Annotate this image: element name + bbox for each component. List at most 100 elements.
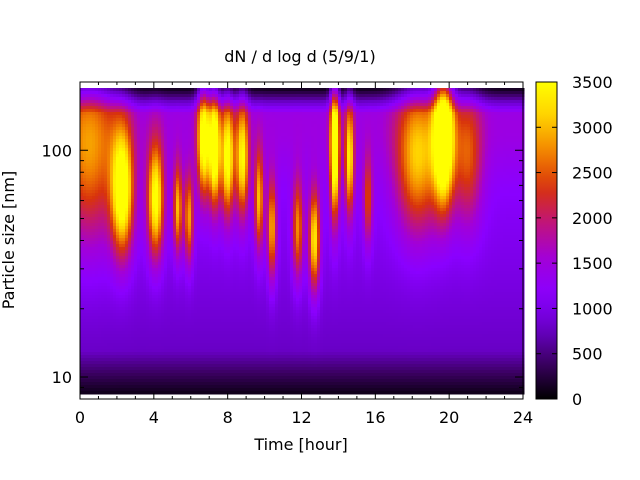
heatmap-cell — [110, 343, 114, 347]
heatmap-cell — [191, 379, 195, 383]
heatmap-cell — [224, 355, 228, 359]
heatmap-cell — [83, 142, 87, 146]
heatmap-cell — [149, 223, 153, 227]
heatmap-cell — [89, 160, 93, 164]
heatmap-cell — [149, 343, 153, 347]
heatmap-cell — [179, 172, 183, 176]
heatmap-cell — [206, 196, 210, 200]
heatmap-cell — [98, 196, 102, 200]
heatmap-cell — [140, 292, 144, 296]
heatmap-cell — [125, 334, 129, 338]
heatmap-cell — [89, 223, 93, 227]
heatmap-cell — [218, 382, 222, 386]
heatmap-cell — [158, 106, 162, 110]
heatmap-cell — [119, 328, 123, 332]
heatmap-cell — [212, 373, 216, 377]
heatmap-cell — [110, 220, 114, 224]
heatmap-cell — [215, 328, 219, 332]
heatmap-cell — [116, 205, 120, 209]
heatmap-cell — [182, 352, 186, 356]
heatmap-cell — [161, 148, 165, 152]
heatmap-cell — [131, 238, 135, 242]
heatmap-cell — [131, 220, 135, 224]
heatmap-cell — [167, 151, 171, 155]
heatmap-cell — [152, 115, 156, 119]
heatmap-cell — [80, 331, 84, 335]
heatmap-cell — [137, 373, 141, 377]
heatmap-cell — [143, 163, 147, 167]
heatmap-cell — [98, 331, 102, 335]
heatmap-cell — [125, 154, 129, 158]
heatmap-cell — [128, 358, 132, 362]
heatmap-cell — [209, 289, 213, 293]
heatmap-cell — [140, 133, 144, 137]
heatmap-cell — [182, 364, 186, 368]
heatmap-cell — [203, 127, 207, 131]
heatmap-cell — [125, 121, 129, 125]
heatmap-cell — [101, 97, 105, 101]
heatmap-cell — [158, 220, 162, 224]
heatmap-cell — [185, 97, 189, 101]
heatmap-cell — [182, 157, 186, 161]
heatmap-cell — [122, 304, 126, 308]
heatmap-cell — [197, 136, 201, 140]
heatmap-cell — [197, 346, 201, 350]
heatmap-cell — [122, 301, 126, 305]
heatmap-cell — [185, 205, 189, 209]
heatmap-cell — [221, 361, 225, 365]
heatmap-cell — [185, 367, 189, 371]
heatmap-cell — [95, 118, 99, 122]
heatmap-cell — [155, 184, 159, 188]
heatmap-cell — [143, 391, 147, 395]
heatmap-cell — [179, 112, 183, 116]
heatmap-cell — [83, 241, 87, 245]
heatmap-cell — [143, 325, 147, 329]
heatmap-cell — [128, 346, 132, 350]
heatmap-cell — [203, 148, 207, 152]
heatmap-cell — [206, 154, 210, 158]
heatmap-cell — [191, 349, 195, 353]
heatmap-cell — [155, 106, 159, 110]
heatmap-cell — [137, 157, 141, 161]
heatmap-cell — [191, 124, 195, 128]
heatmap-cell — [218, 214, 222, 218]
heatmap-cell — [149, 112, 153, 116]
heatmap-cell — [218, 286, 222, 290]
heatmap-cell — [176, 268, 180, 272]
heatmap-cell — [194, 160, 198, 164]
heatmap-cell — [161, 217, 165, 221]
heatmap-cell — [122, 337, 126, 341]
heatmap-cell — [173, 136, 177, 140]
heatmap-cell — [209, 352, 213, 356]
heatmap-cell — [167, 301, 171, 305]
heatmap-cell — [209, 349, 213, 353]
heatmap-cell — [113, 184, 117, 188]
heatmap-cell — [161, 253, 165, 257]
heatmap-cell — [107, 250, 111, 254]
heatmap-cell — [116, 376, 120, 380]
heatmap-cell — [170, 217, 174, 221]
heatmap-cell — [134, 100, 138, 104]
heatmap-cell — [98, 175, 102, 179]
heatmap-cell — [206, 304, 210, 308]
heatmap-cell — [194, 391, 198, 395]
heatmap-cell — [137, 205, 141, 209]
heatmap-cell — [113, 142, 117, 146]
heatmap-cell — [170, 211, 174, 215]
heatmap-cell — [167, 238, 171, 242]
heatmap-cell — [221, 91, 225, 95]
heatmap-cell — [86, 211, 90, 215]
heatmap-cell — [131, 277, 135, 281]
heatmap-cell — [218, 178, 222, 182]
heatmap-cell — [86, 199, 90, 203]
heatmap-cell — [137, 244, 141, 248]
heatmap-cell — [182, 175, 186, 179]
heatmap-cell — [113, 241, 117, 245]
heatmap-cell — [95, 337, 99, 341]
heatmap-cell — [101, 223, 105, 227]
heatmap-cell — [152, 193, 156, 197]
heatmap-cell — [98, 268, 102, 272]
heatmap-cell — [182, 376, 186, 380]
heatmap-cell — [131, 349, 135, 353]
heatmap-cell — [179, 361, 183, 365]
